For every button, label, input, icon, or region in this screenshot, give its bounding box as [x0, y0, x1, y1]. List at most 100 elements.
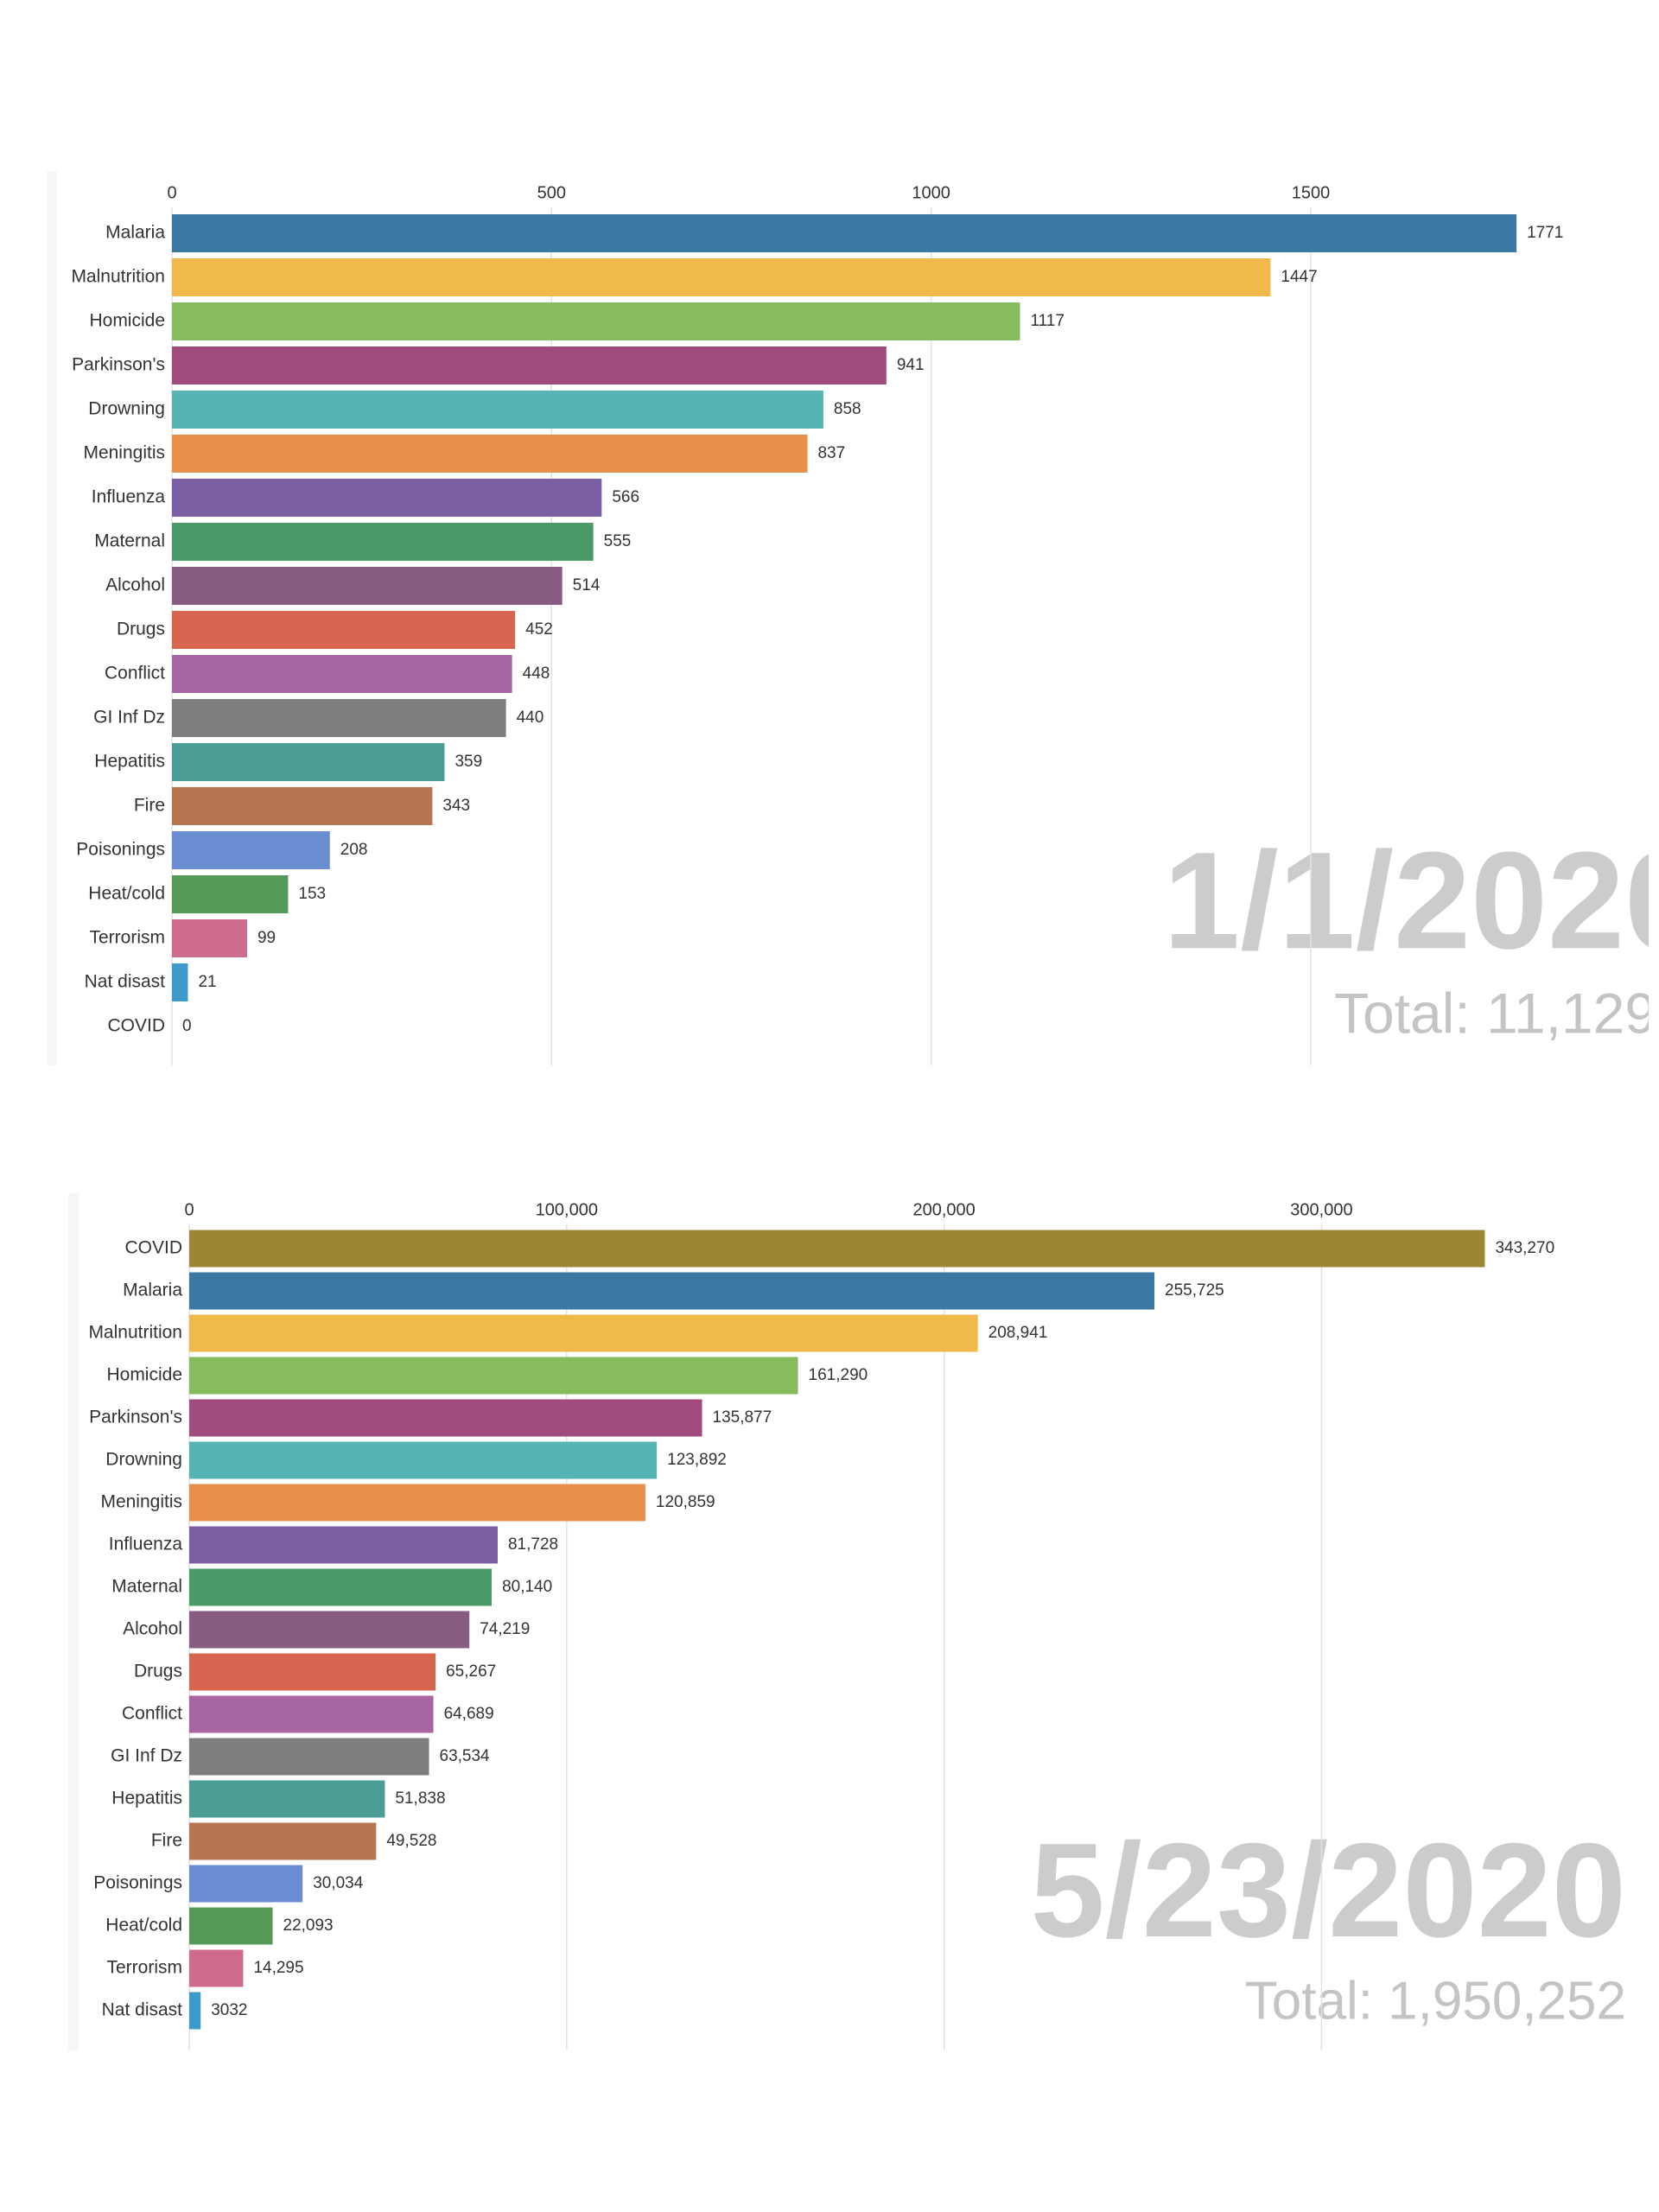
bar [172, 699, 506, 737]
category-label: Poisonings [93, 1873, 182, 1893]
value-label: 80,140 [502, 1578, 552, 1596]
category-label: Influenza [109, 1535, 183, 1554]
category-label: COVID [107, 1016, 165, 1036]
bar [189, 1949, 244, 1987]
value-label: 123,892 [667, 1451, 727, 1469]
bar [172, 567, 563, 605]
value-label: 21 [198, 973, 216, 991]
value-label: 448 [523, 664, 550, 683]
category-label: Conflict [122, 1704, 182, 1724]
bar [189, 1272, 1155, 1310]
date-label: 5/23/2020 [1030, 1815, 1626, 1965]
value-label: 30,034 [313, 1874, 364, 1892]
value-label: 99 [257, 929, 276, 947]
category-label: Fire [134, 796, 165, 816]
category-label: Drowning [88, 399, 165, 419]
category-label: Terrorism [107, 1958, 183, 1978]
category-label: Terrorism [90, 928, 166, 948]
category-label: Maternal [111, 1577, 182, 1597]
value-label: 161,290 [809, 1366, 868, 1384]
category-label: Malnutrition [88, 1323, 182, 1343]
value-label: 208 [340, 841, 368, 859]
bar [172, 831, 330, 869]
bar [172, 346, 887, 385]
category-label: Nat disast [85, 972, 166, 992]
category-label: Drugs [117, 620, 165, 639]
bar [172, 919, 247, 957]
category-label: Influenza [92, 487, 166, 507]
value-label: 3032 [211, 2001, 247, 2019]
value-label: 566 [612, 488, 639, 506]
bar [189, 1357, 798, 1395]
category-label: COVID [124, 1238, 182, 1258]
value-label: 0 [182, 1017, 192, 1035]
value-label: 1771 [1527, 224, 1563, 242]
value-label: 51,838 [395, 1789, 445, 1808]
total-label: Total: 11,129 [1334, 981, 1649, 1045]
value-label: 1447 [1281, 268, 1317, 286]
category-label: Malnutrition [71, 267, 165, 287]
bar [189, 1611, 470, 1649]
category-label: Malaria [123, 1281, 182, 1300]
category-label: Conflict [105, 664, 165, 683]
value-label: 837 [817, 444, 845, 462]
value-label: 64,689 [444, 1705, 494, 1723]
date-label: 1/1/2020 [1163, 823, 1649, 977]
bar [189, 1653, 436, 1691]
category-label: Heat/cold [88, 884, 165, 904]
category-label: Malaria [105, 223, 165, 243]
bar [172, 963, 188, 1001]
value-label: 555 [604, 532, 632, 550]
bar [172, 302, 1020, 340]
category-label: Parkinson's [89, 1408, 182, 1427]
bar [172, 258, 1271, 296]
category-label: Nat disast [102, 2000, 183, 2020]
x-tick-label: 300,000 [1290, 1200, 1352, 1219]
category-label: Heat/cold [105, 1916, 182, 1936]
bar [189, 1780, 385, 1818]
category-label: GI Inf Dz [111, 1746, 182, 1766]
bar [189, 1441, 658, 1479]
x-tick-label: 0 [184, 1200, 194, 1219]
value-label: 153 [298, 885, 326, 903]
x-tick-label: 1500 [1292, 183, 1331, 202]
bar [172, 875, 289, 913]
value-label: 359 [454, 753, 482, 771]
value-label: 65,267 [446, 1662, 496, 1681]
value-label: 255,725 [1165, 1281, 1224, 1300]
category-label: Meningitis [83, 443, 165, 463]
bar [172, 743, 445, 781]
value-label: 941 [897, 356, 925, 374]
bar [189, 1484, 645, 1522]
bar [189, 1695, 434, 1733]
category-label: Fire [151, 1831, 182, 1851]
bar [189, 1399, 702, 1437]
bar [189, 1526, 498, 1564]
value-label: 858 [834, 400, 861, 418]
bar [189, 1992, 201, 2030]
bar [172, 787, 433, 825]
category-label: Hepatitis [111, 1789, 182, 1808]
category-label: Poisonings [76, 840, 165, 860]
category-label: GI Inf Dz [93, 708, 165, 728]
bar [172, 479, 602, 517]
bar [189, 1314, 978, 1352]
value-label: 514 [573, 576, 601, 594]
value-label: 208,941 [988, 1324, 1048, 1342]
category-label: Parkinson's [72, 355, 165, 375]
x-tick-label: 100,000 [536, 1200, 598, 1219]
value-label: 14,295 [253, 1959, 303, 1977]
category-label: Homicide [106, 1365, 182, 1385]
value-label: 81,728 [508, 1535, 558, 1554]
value-label: 120,859 [656, 1493, 715, 1511]
x-tick-label: 1000 [912, 183, 950, 202]
x-tick-label: 500 [537, 183, 566, 202]
value-label: 343,270 [1495, 1239, 1554, 1257]
bar [189, 1230, 1485, 1268]
bar [172, 523, 594, 561]
bar [172, 611, 516, 649]
value-label: 343 [442, 797, 470, 815]
category-label: Hepatitis [94, 752, 165, 772]
